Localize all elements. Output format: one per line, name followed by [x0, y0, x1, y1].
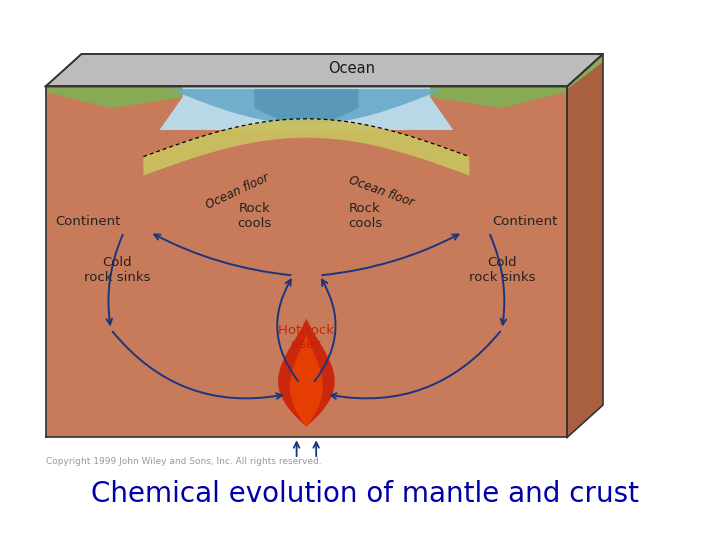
- Polygon shape: [567, 54, 603, 89]
- Polygon shape: [278, 319, 335, 427]
- FancyArrowPatch shape: [490, 235, 506, 325]
- Polygon shape: [567, 54, 603, 437]
- Text: Copyright 1999 John Wiley and Sons, Inc. All rights reserved.: Copyright 1999 John Wiley and Sons, Inc.…: [45, 457, 321, 466]
- Polygon shape: [45, 86, 567, 130]
- FancyArrowPatch shape: [277, 280, 298, 381]
- FancyArrowPatch shape: [315, 280, 336, 381]
- FancyArrowPatch shape: [330, 332, 500, 399]
- Polygon shape: [45, 86, 183, 108]
- Polygon shape: [45, 86, 183, 162]
- FancyArrowPatch shape: [107, 235, 122, 325]
- Polygon shape: [431, 86, 567, 108]
- Polygon shape: [45, 54, 603, 86]
- Text: Continent: Continent: [492, 215, 557, 228]
- Text: Ocean: Ocean: [328, 61, 376, 76]
- Text: Cold
rock sinks: Cold rock sinks: [469, 256, 535, 284]
- Polygon shape: [45, 54, 603, 86]
- Polygon shape: [45, 86, 567, 437]
- Polygon shape: [290, 335, 323, 427]
- Text: Rock
cools: Rock cools: [237, 202, 271, 230]
- Text: Rock
cools: Rock cools: [348, 202, 382, 230]
- Text: Ocean floor: Ocean floor: [347, 174, 415, 210]
- Polygon shape: [431, 86, 567, 162]
- FancyArrowPatch shape: [112, 332, 282, 399]
- Text: Chemical evolution of mantle and crust: Chemical evolution of mantle and crust: [91, 480, 639, 508]
- Text: Ocean floor: Ocean floor: [204, 171, 271, 212]
- Polygon shape: [169, 89, 444, 124]
- Text: Continent: Continent: [55, 215, 121, 228]
- Text: Cold
rock sinks: Cold rock sinks: [84, 256, 150, 284]
- FancyArrowPatch shape: [154, 234, 291, 275]
- Text: Hot rock
rises: Hot rock rises: [279, 323, 334, 352]
- Polygon shape: [254, 89, 359, 124]
- Polygon shape: [143, 119, 469, 176]
- FancyArrowPatch shape: [322, 234, 459, 275]
